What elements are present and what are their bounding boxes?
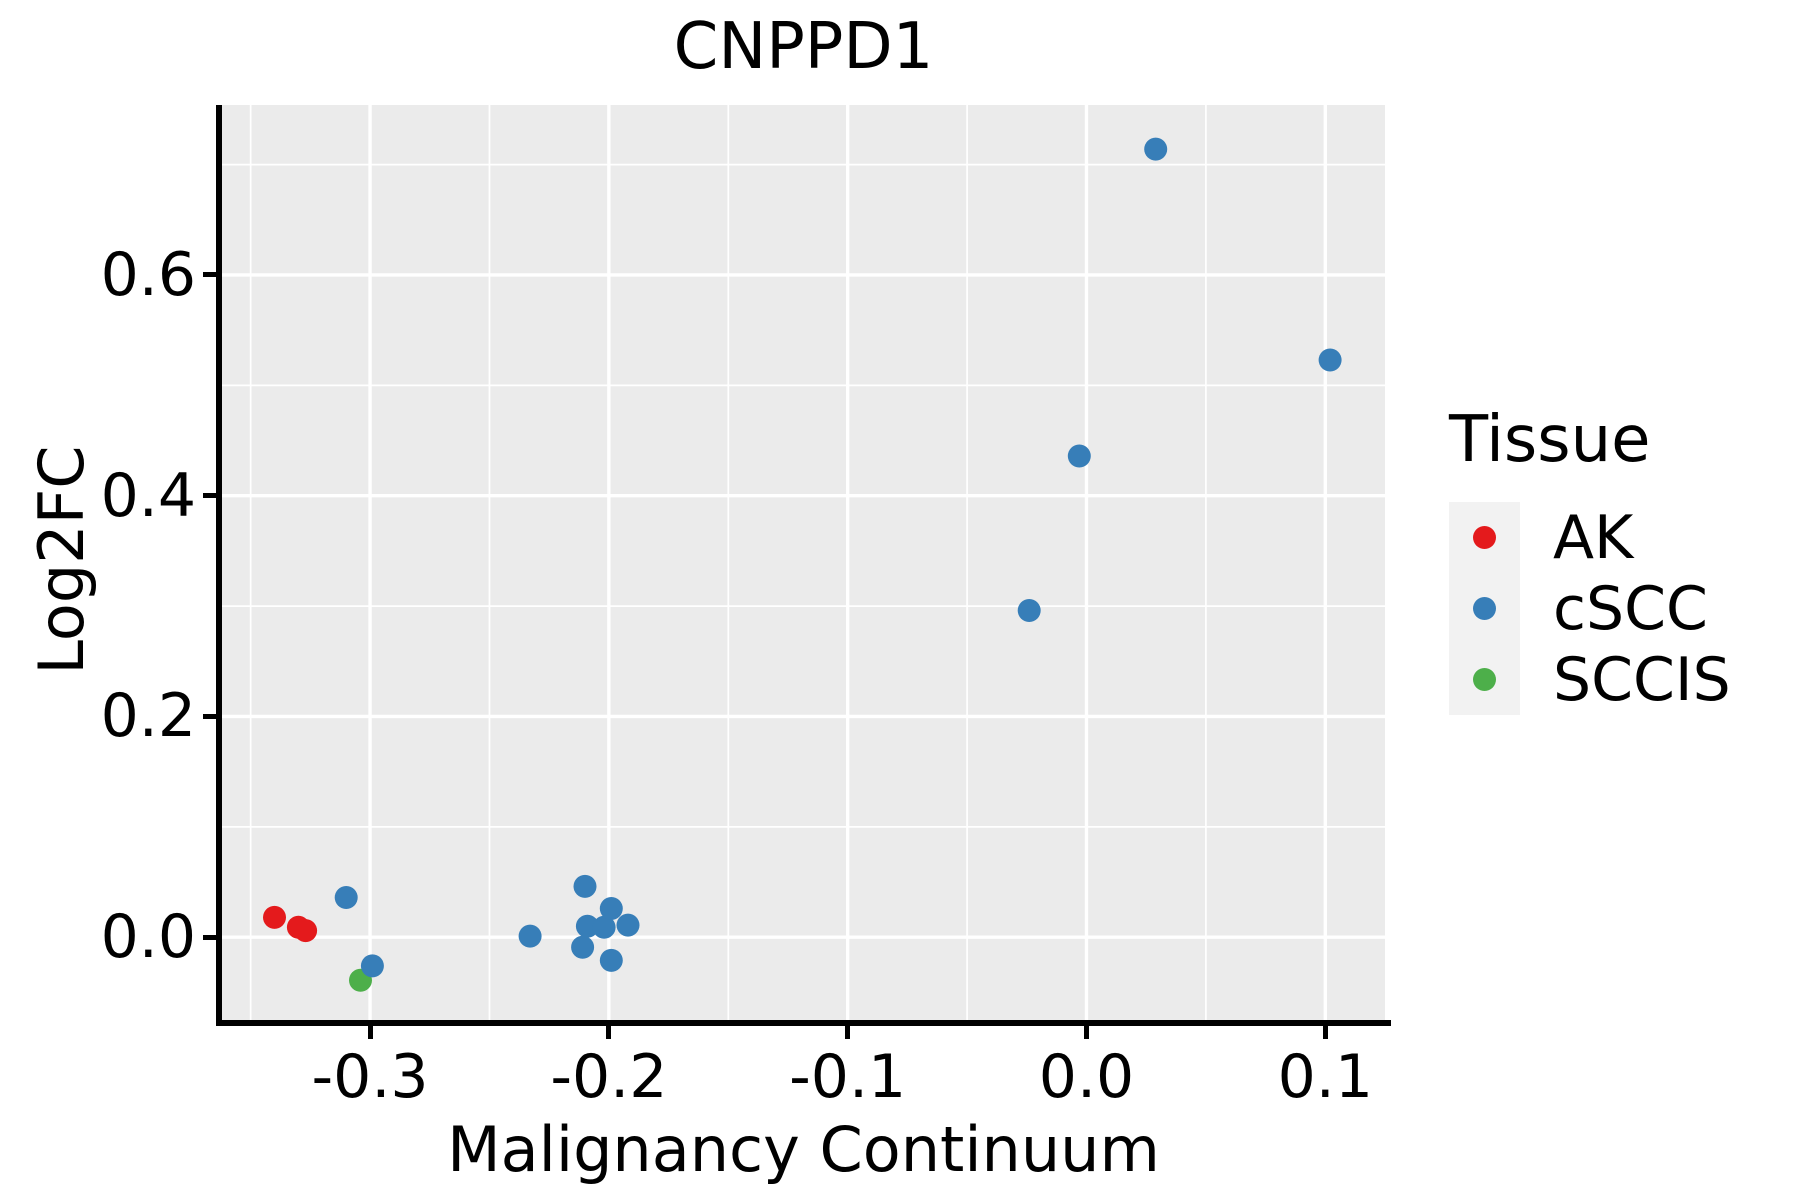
legend-item-cscc: cSCC — [1449, 573, 1731, 644]
y-tick-mark — [203, 713, 216, 719]
legend-dot-icon — [1473, 597, 1496, 620]
data-point-ak — [294, 919, 318, 943]
legend-dot-icon — [1473, 526, 1496, 549]
y-tick-mark — [203, 493, 216, 499]
y-tick-mark — [203, 934, 216, 940]
data-point-cscc — [360, 954, 384, 978]
data-point-cscc — [592, 915, 616, 939]
x-axis-title: Malignancy Continuum — [447, 1113, 1160, 1186]
x-axis-line — [216, 1020, 1391, 1026]
legend-item-sccis: SCCIS — [1449, 644, 1731, 715]
legend-items: AK cSCC SCCIS — [1449, 502, 1731, 715]
data-point-cscc — [599, 948, 623, 972]
data-point-cscc — [599, 897, 623, 920]
y-tick-label: 0.2 — [100, 681, 196, 752]
legend-key — [1449, 644, 1520, 715]
x-tick-mark — [367, 1026, 373, 1039]
x-tick-mark — [1322, 1026, 1328, 1039]
y-tick-label: 0.4 — [100, 460, 196, 531]
data-point-cscc — [616, 913, 640, 937]
legend-label: AK — [1553, 502, 1634, 573]
y-tick-label: 0.6 — [100, 239, 196, 310]
x-tick-label: -0.1 — [789, 1042, 907, 1112]
x-tick-label: -0.2 — [550, 1042, 668, 1112]
x-tick-label: 0.1 — [1277, 1042, 1374, 1112]
data-point-cscc — [571, 935, 595, 959]
legend-label: SCCIS — [1553, 644, 1731, 715]
x-tick-label: -0.3 — [311, 1042, 429, 1112]
x-tick-mark — [606, 1026, 612, 1039]
legend-label: cSCC — [1553, 573, 1708, 644]
legend-key — [1449, 573, 1520, 644]
y-axis-line — [216, 105, 222, 1026]
data-point-cscc — [518, 924, 542, 948]
data-point-ak — [263, 905, 286, 929]
data-point-cscc — [575, 914, 599, 938]
x-tick-label: 0.0 — [1038, 1042, 1135, 1112]
legend-dot-icon — [1473, 668, 1496, 691]
legend: Tissue AK cSCC SCCIS — [1449, 404, 1731, 715]
plot-title: CNPPD1 — [673, 10, 934, 84]
y-tick-label: 0.0 — [100, 902, 196, 973]
data-point-cscc — [1017, 599, 1041, 622]
legend-item-ak: AK — [1449, 502, 1731, 573]
data-point-cscc — [573, 874, 597, 898]
x-tick-mark — [845, 1026, 851, 1039]
data-point-cscc — [1318, 348, 1342, 372]
legend-title: Tissue — [1449, 403, 1651, 477]
plot-canvas — [222, 105, 1385, 1020]
data-point-cscc — [334, 886, 358, 909]
data-point-cscc — [1067, 444, 1091, 468]
legend-key — [1449, 502, 1520, 573]
x-tick-mark — [1083, 1026, 1089, 1039]
plot-panel — [222, 105, 1385, 1020]
data-point-cscc — [1144, 137, 1168, 161]
y-tick-mark — [203, 272, 216, 278]
